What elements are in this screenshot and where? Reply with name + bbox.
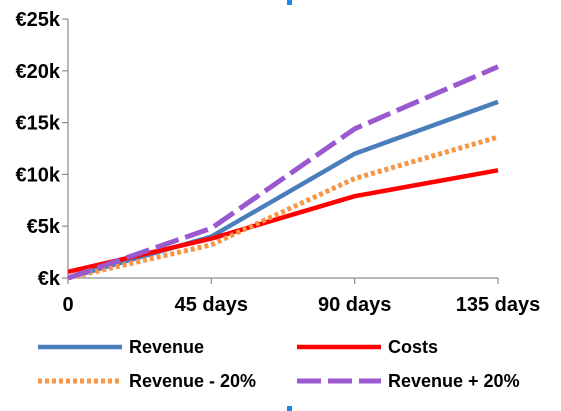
y-tick-label: €k bbox=[38, 268, 61, 290]
legend-label: Revenue - 20% bbox=[129, 371, 256, 391]
x-tick-label: 45 days bbox=[175, 294, 248, 316]
legend-label: Costs bbox=[388, 337, 438, 357]
series-line-revenue-20 bbox=[67, 134, 499, 281]
y-tick-label: €15k bbox=[16, 113, 61, 135]
selection-handle-bottom[interactable] bbox=[287, 406, 292, 411]
legend-label: Revenue bbox=[129, 337, 204, 357]
legend: Revenue Costs Revenue - 20% Revenue + 20% bbox=[38, 337, 520, 391]
x-tick-label: 135 days bbox=[456, 294, 541, 316]
y-tick-label: €20k bbox=[16, 61, 61, 83]
legend-label: Revenue + 20% bbox=[388, 371, 520, 391]
y-tick-label: €10k bbox=[16, 164, 61, 186]
series-lines bbox=[67, 64, 499, 281]
y-tick-label: €5k bbox=[27, 216, 61, 238]
selection-handle-top[interactable] bbox=[287, 0, 292, 5]
y-tick-label: €25k bbox=[16, 9, 61, 31]
x-axis-ticks: 0 45 days 90 days 135 days bbox=[62, 278, 540, 316]
x-tick-label: 0 bbox=[62, 294, 73, 316]
series-line-revenue bbox=[67, 99, 499, 281]
axes bbox=[67, 19, 498, 279]
x-tick-label: 90 days bbox=[318, 294, 391, 316]
series-line-revenue-20 bbox=[67, 64, 499, 281]
y-axis-ticks: €k €5k €10k €15k €20k €25k bbox=[16, 9, 68, 290]
